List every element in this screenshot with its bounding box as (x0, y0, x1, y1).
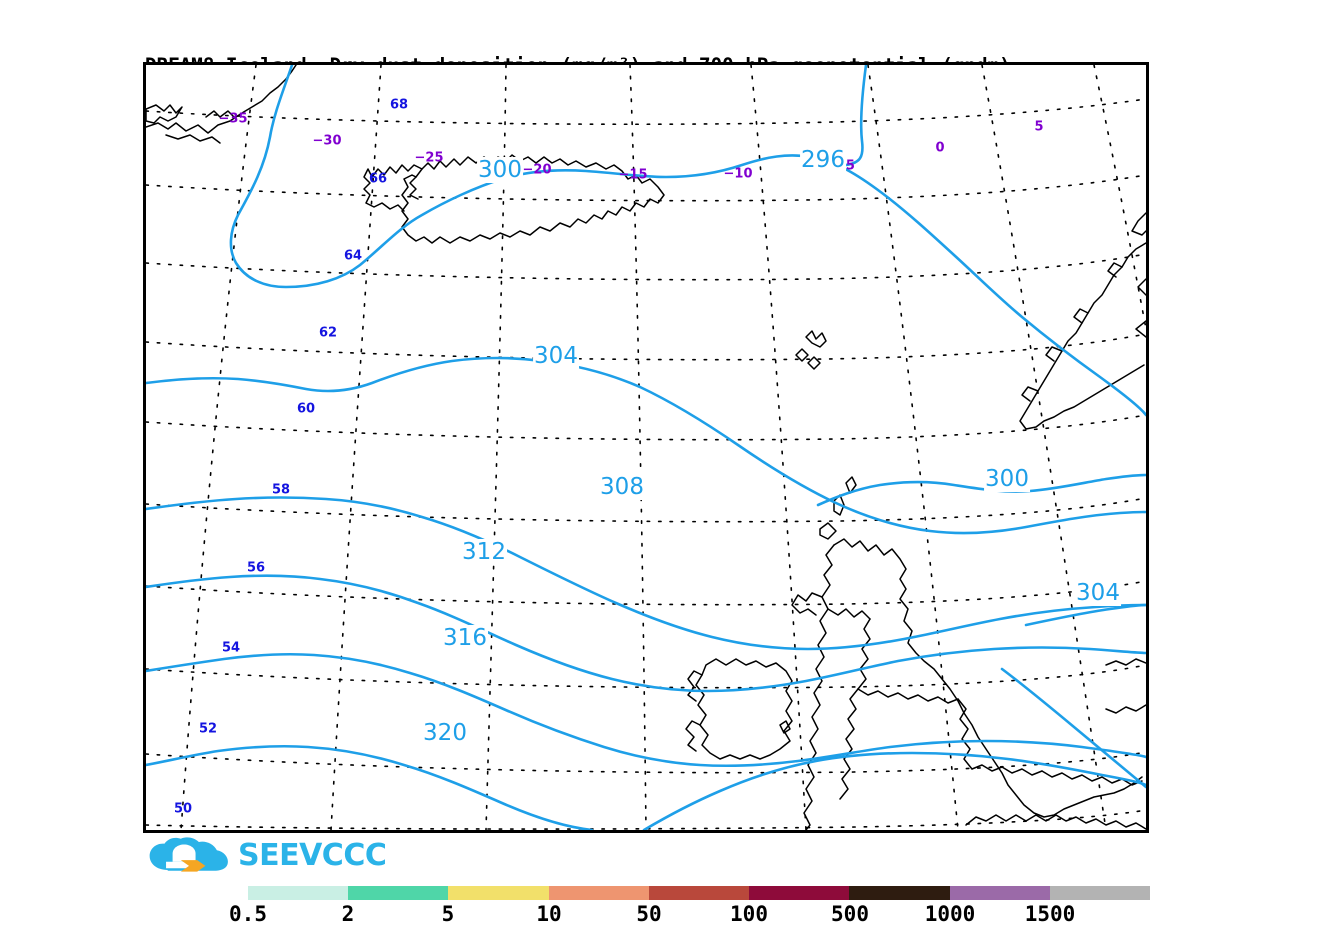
contour-296 (804, 65, 868, 167)
colorbar-tick: 50 (636, 902, 662, 926)
colorbar-segment (548, 886, 649, 900)
contour-316 (146, 652, 1146, 768)
colorbar-segment (1049, 886, 1150, 900)
contour-diagonal (1000, 667, 1146, 789)
map-graphics (146, 65, 1146, 830)
contour-300-north (229, 65, 1146, 417)
contour-320 (146, 744, 594, 830)
contour-300-south (816, 473, 1146, 507)
colorbar-segment (749, 886, 850, 900)
colorbar-tick: 10 (536, 902, 562, 926)
colorbar-tick: 1000 (924, 902, 976, 926)
graticule-longitude-lines (180, 65, 1146, 830)
colorbar-segment (648, 886, 750, 900)
colorbar-segment (448, 886, 549, 900)
coastlines (146, 65, 1146, 830)
contour-304-main (146, 356, 1146, 535)
colorbar-tick-labels: 0.5 2 5 10 50 100 500 1000 1500 (229, 902, 1150, 930)
colorbar-tick: 500 (831, 902, 869, 926)
contour-308 (146, 496, 1146, 651)
seevccc-logo-text: SEEVCCC (238, 838, 387, 873)
colorbar-tick: 2 (341, 902, 355, 926)
colorbar-segment (348, 886, 449, 900)
colorbar-gradient (248, 886, 1150, 900)
colorbar-segment (949, 886, 1050, 900)
colorbar-tick: 1500 (1024, 902, 1076, 926)
graticule-latitude-lines (146, 98, 1146, 830)
contour-320-east (642, 751, 1146, 830)
colorbar-tick: 5 (441, 902, 455, 926)
cloud-icon (149, 837, 228, 872)
geopotential-contours (146, 65, 1146, 830)
colorbar-segment (248, 886, 349, 900)
colorbar: 0.5 2 5 10 50 100 500 1000 1500 (229, 886, 1150, 926)
map-canvas: 68 66 64 62 60 58 56 54 52 50 −35 −30 −2… (143, 62, 1149, 833)
colorbar-segment (849, 886, 950, 900)
seevccc-logo: SEEVCCC (148, 836, 387, 876)
colorbar-tick: 0.5 (229, 902, 267, 926)
colorbar-tick: 100 (730, 902, 768, 926)
contour-312 (146, 574, 1146, 693)
